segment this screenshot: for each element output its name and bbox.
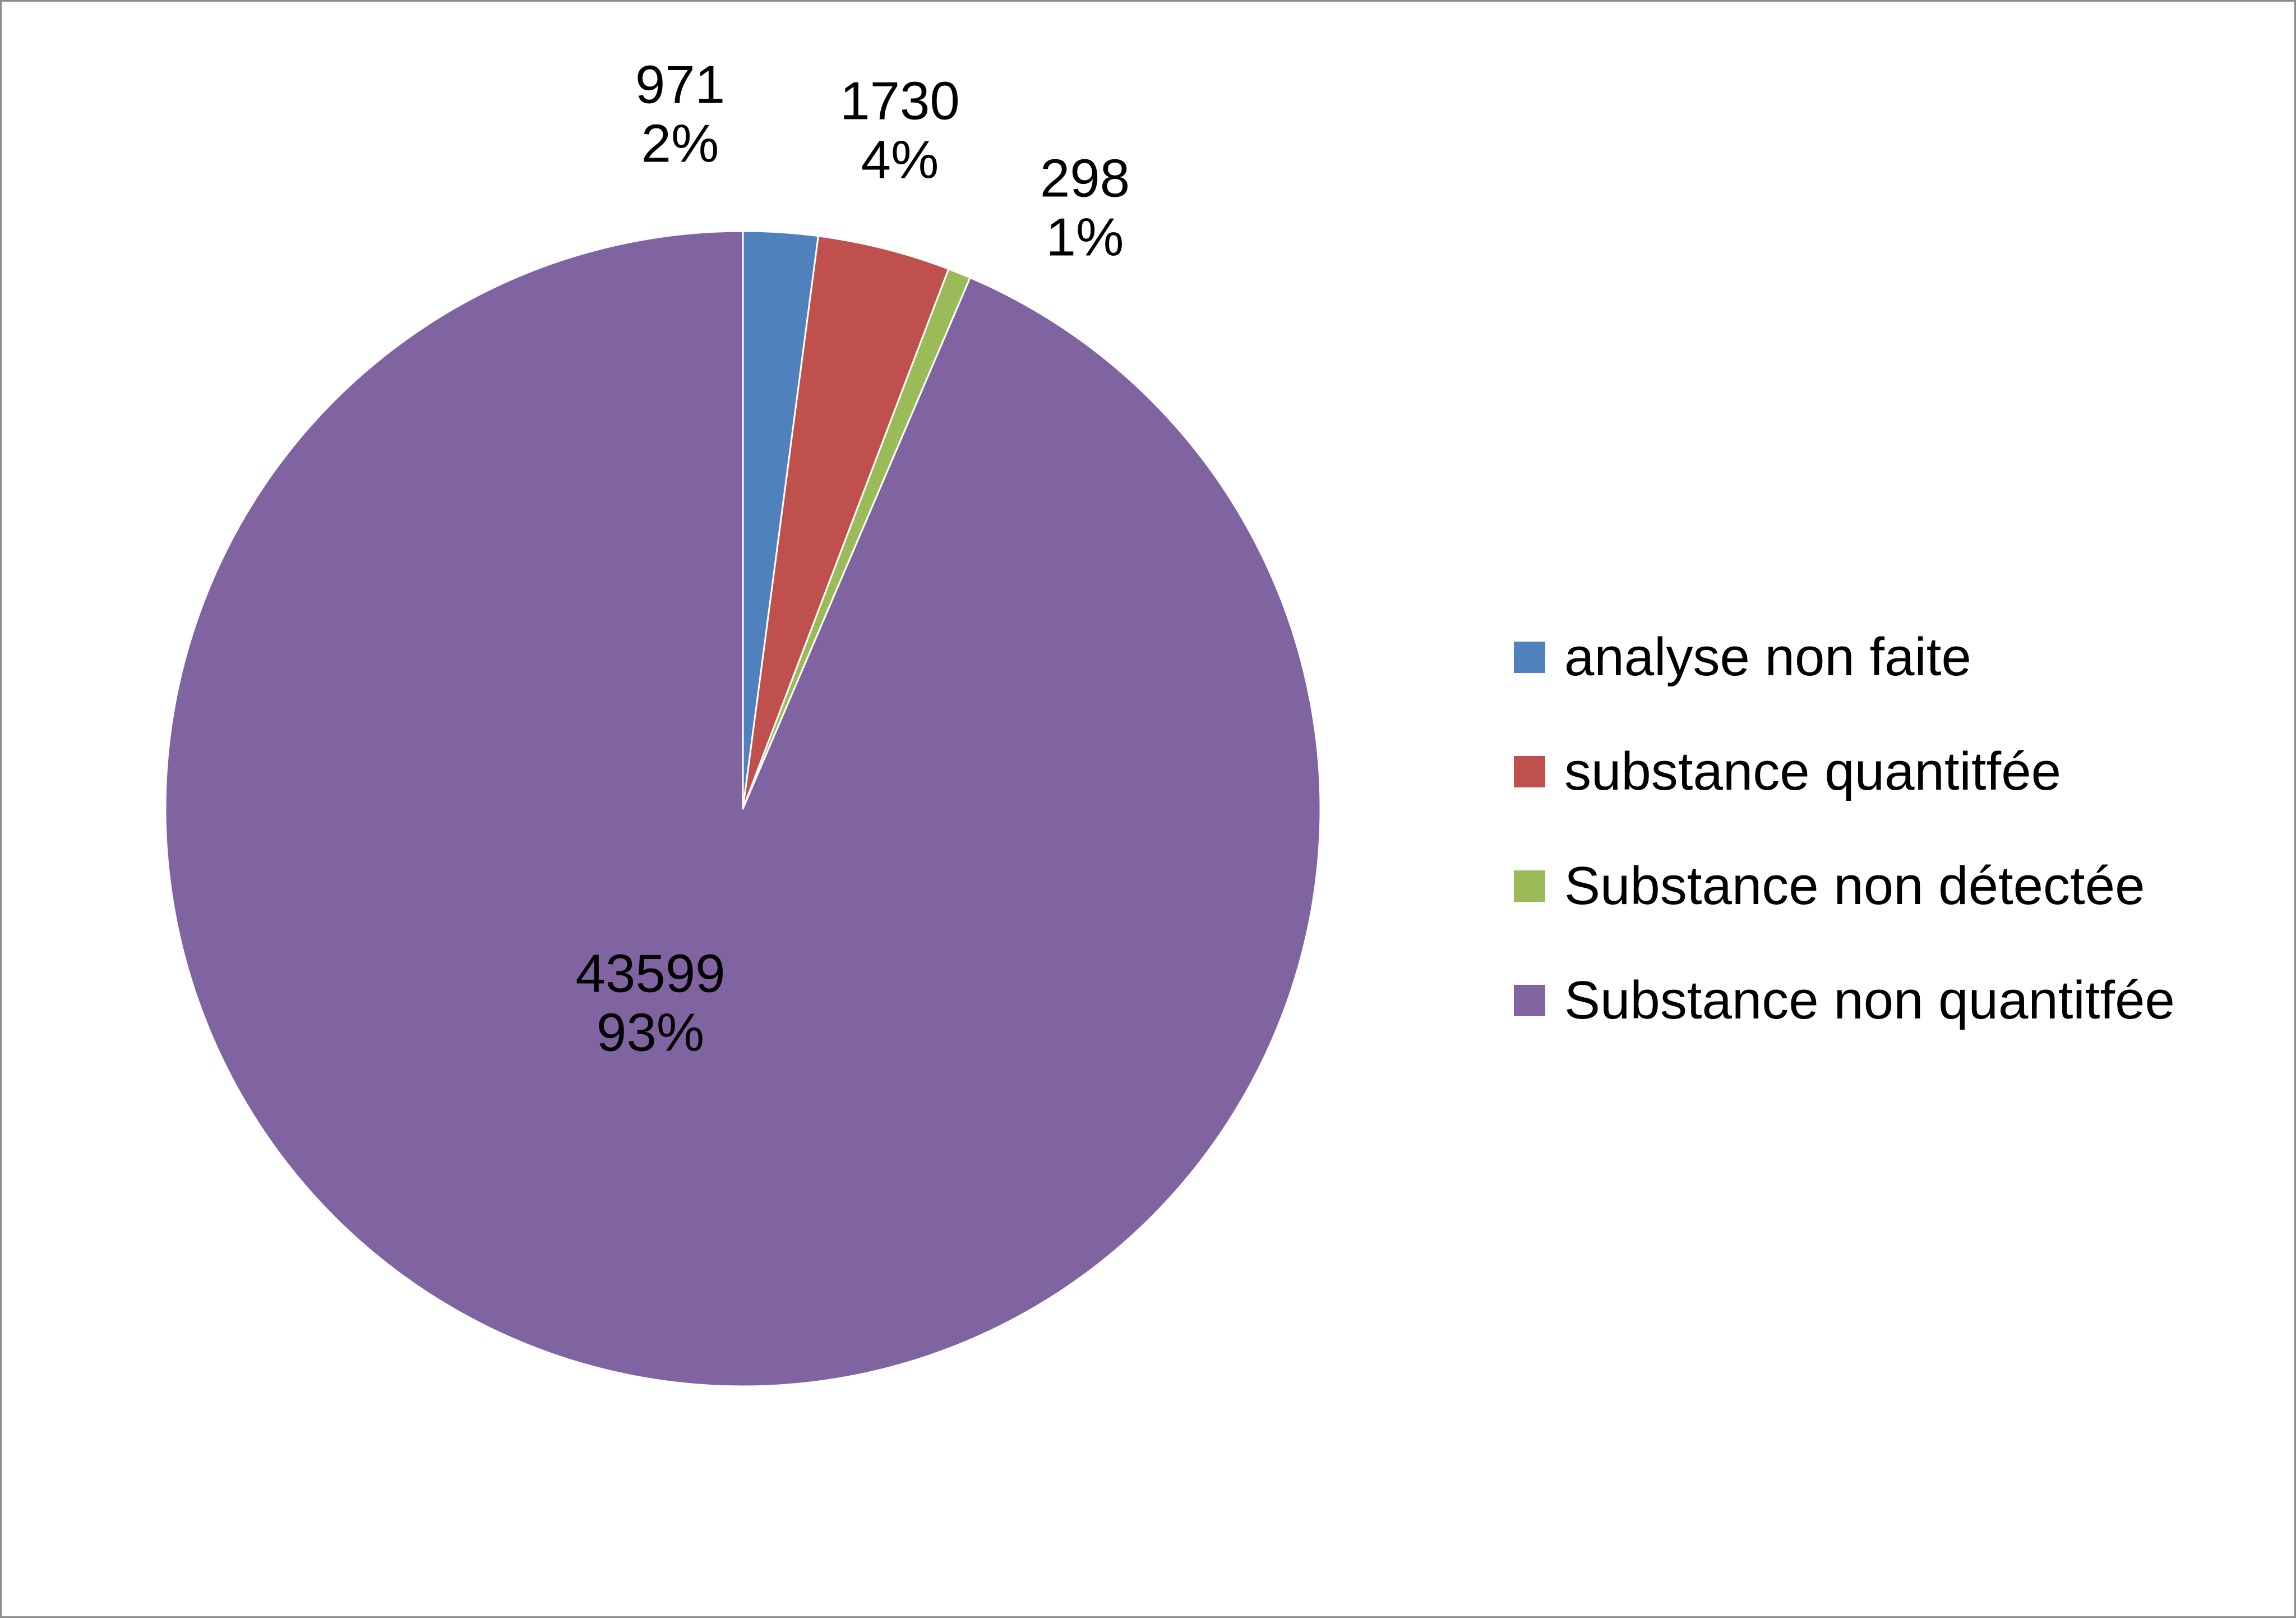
legend-item-2: substance quantitfée: [1514, 714, 2282, 829]
pie-slice-4: [164, 230, 1322, 1387]
data-label-percent-4: 93%: [597, 1002, 704, 1062]
legend-label: Substance non détectée: [1564, 856, 2145, 916]
data-label-value-1: 971: [635, 54, 725, 114]
legend-label: analyse non faite: [1564, 627, 1971, 687]
data-label-percent-1: 2%: [641, 113, 719, 173]
pie-slice-2: [742, 235, 950, 810]
legend: analyse non faite substance quantitfée Sub…: [1514, 600, 2282, 1058]
data-label-value-3: 298: [1040, 148, 1130, 208]
pie-slices: [164, 230, 1322, 1387]
legend-item-4: Substance non quantitfée: [1514, 943, 2282, 1058]
legend-swatch: [1514, 870, 1545, 902]
data-label-percent-2: 4%: [861, 130, 939, 190]
legend-item-3: Substance non détectée: [1514, 829, 2282, 943]
legend-item-1: analyse non faite: [1514, 600, 2282, 714]
data-label-value-2: 1730: [840, 71, 960, 131]
data-label-value-4: 43599: [576, 943, 726, 1003]
legend-swatch: [1514, 642, 1545, 673]
data-label-percent-3: 1%: [1046, 207, 1124, 267]
legend-swatch: [1514, 756, 1545, 787]
legend-label: substance quantitfée: [1564, 741, 2061, 801]
legend-swatch: [1514, 985, 1545, 1016]
legend-label: Substance non quantitfée: [1564, 970, 2175, 1030]
